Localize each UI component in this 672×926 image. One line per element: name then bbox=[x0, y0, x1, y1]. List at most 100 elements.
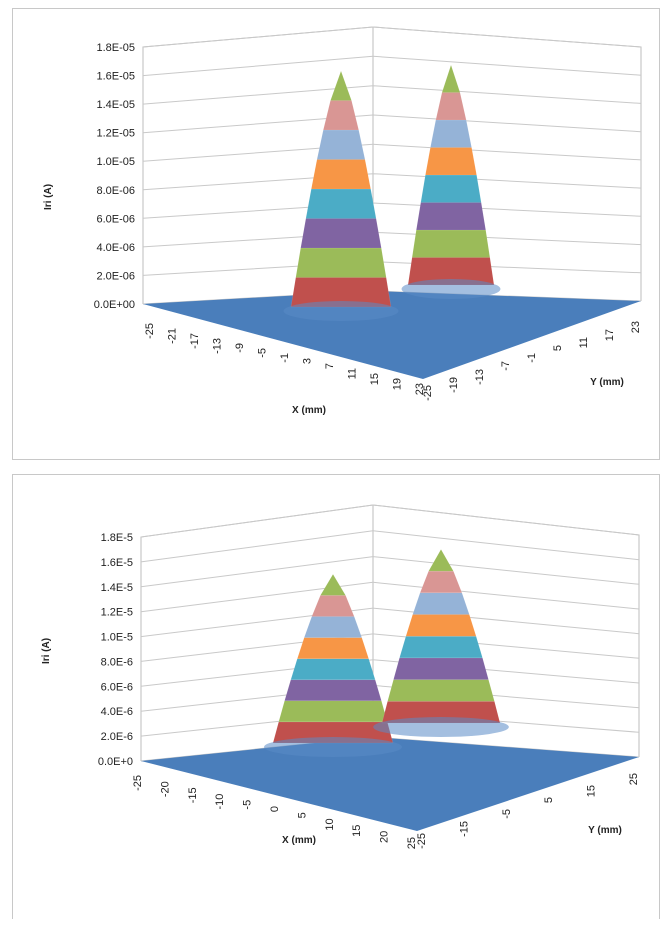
surface-band bbox=[435, 92, 467, 121]
x-tick-label: -1 bbox=[279, 353, 291, 363]
z-tick-label: 1.6E-5 bbox=[101, 557, 133, 569]
floor-surface bbox=[141, 737, 639, 831]
z-tick-label: 1.6E-05 bbox=[96, 71, 135, 83]
chart-panel-top: 0.0E+00 2.0E-06 4.0E-06 6.0E-06 8.0E-06 1.0E-… bbox=[12, 8, 660, 460]
surface-peaks bbox=[283, 64, 501, 321]
z-gridline bbox=[142, 114, 642, 134]
z-gridline bbox=[142, 55, 642, 77]
surface-band bbox=[412, 592, 470, 615]
z-tick-label: 8.0E-06 bbox=[96, 185, 135, 197]
z-gridline bbox=[142, 261, 642, 276]
surface-band bbox=[296, 637, 370, 659]
y-tick-label: 17 bbox=[604, 329, 616, 341]
surface-band bbox=[420, 174, 482, 203]
x-tick-labels: -25 -20 -15 -10 -5 0 5 10 15 20 25 bbox=[132, 775, 418, 849]
x-tick-label: 10 bbox=[324, 818, 336, 830]
surface-band bbox=[311, 595, 355, 617]
surface-chart-top: 0.0E+00 2.0E-06 4.0E-06 6.0E-06 8.0E-06 1.0E-… bbox=[43, 26, 642, 416]
z-tick-label: 2.0E-6 bbox=[101, 731, 133, 743]
surface-chart-bottom: 0.0E+0 2.0E-6 4.0E-6 6.0E-6 8.0E-6 1.0E-5 1.2E… bbox=[41, 504, 640, 849]
x-tick-label: 15 bbox=[369, 373, 381, 385]
surface-band bbox=[316, 129, 366, 160]
x-tick-label: -21 bbox=[167, 328, 179, 344]
surface-band bbox=[303, 616, 363, 638]
z-gridline bbox=[142, 231, 642, 248]
x-tick-label: 20 bbox=[379, 831, 391, 843]
y-tick-label: -1 bbox=[526, 353, 538, 363]
y-tick-label: 25 bbox=[628, 773, 640, 785]
z-gridline bbox=[140, 659, 640, 687]
surface-band bbox=[425, 147, 477, 176]
x-tick-label: 25 bbox=[406, 837, 418, 849]
z-tick-label: 6.0E-06 bbox=[96, 213, 135, 225]
surface-band bbox=[405, 614, 477, 637]
z-gridline bbox=[140, 556, 640, 588]
z-tick-label: 1.0E-05 bbox=[96, 156, 135, 168]
y-tick-label: -19 bbox=[448, 377, 460, 393]
x-tick-label: 15 bbox=[351, 825, 363, 837]
z-tick-label: 1.8E-05 bbox=[96, 42, 135, 54]
surface-skirt bbox=[264, 737, 402, 757]
z-gridline bbox=[142, 202, 642, 219]
floor-surface bbox=[143, 291, 641, 379]
x-tick-label: -20 bbox=[159, 781, 171, 797]
surface-band bbox=[430, 119, 472, 148]
x-tick-label: -5 bbox=[242, 800, 254, 810]
surface-skirt bbox=[401, 279, 501, 299]
x-tick-label: 3 bbox=[302, 358, 314, 364]
x-tick-label: -15 bbox=[187, 787, 199, 803]
y-axis-title: Y (mm) bbox=[588, 825, 622, 836]
z-tick-label: 4.0E-06 bbox=[96, 242, 135, 254]
z-tick-label: 1.2E-5 bbox=[101, 607, 133, 619]
y-tick-labels: -25 -19 -13 -7 -1 5 11 17 23 bbox=[422, 321, 642, 401]
z-tick-label: 0.0E+00 bbox=[94, 299, 135, 311]
y-tick-label: -13 bbox=[474, 369, 486, 385]
surface-band bbox=[319, 573, 347, 596]
surface-skirt bbox=[283, 301, 399, 321]
chart-floor bbox=[143, 291, 641, 379]
surface-skirt bbox=[373, 717, 509, 737]
y-tick-label: -7 bbox=[500, 361, 512, 371]
z-tick-label: 1.0E-5 bbox=[101, 632, 133, 644]
x-tick-label: 0 bbox=[269, 806, 281, 812]
z-tick-label: 6.0E-6 bbox=[101, 681, 133, 693]
chart-panel-bottom: 0.0E+0 2.0E-6 4.0E-6 6.0E-6 8.0E-6 1.0E-5 1.2E… bbox=[12, 474, 660, 919]
surface-band bbox=[305, 188, 377, 219]
y-tick-label: 5 bbox=[543, 797, 555, 803]
x-tick-label: -13 bbox=[212, 338, 224, 354]
surface-band bbox=[322, 100, 360, 131]
z-tick-label: 2.0E-06 bbox=[96, 270, 135, 282]
z-gridline bbox=[140, 504, 640, 538]
y-tick-labels: -25 -15 -5 5 15 25 bbox=[416, 773, 640, 849]
z-tick-label: 0.0E+0 bbox=[98, 756, 133, 768]
y-tick-label: -5 bbox=[501, 809, 513, 819]
z-gridline bbox=[142, 85, 642, 105]
x-tick-label: 23 bbox=[414, 383, 426, 395]
x-tick-label: -25 bbox=[132, 775, 144, 791]
surface-band bbox=[278, 700, 388, 723]
x-tick-label: -5 bbox=[257, 348, 269, 358]
z-gridlines bbox=[142, 26, 642, 305]
surface-band bbox=[416, 202, 486, 231]
x-axis-title: X (mm) bbox=[292, 405, 326, 416]
z-gridlines bbox=[140, 504, 640, 762]
surface-band bbox=[441, 64, 461, 93]
z-gridline bbox=[142, 26, 642, 48]
surface-band bbox=[428, 548, 454, 572]
surface-band bbox=[399, 635, 483, 659]
z-tick-labels: 0.0E+00 2.0E-06 4.0E-06 6.0E-06 8.0E-06 1.0E-… bbox=[94, 42, 135, 311]
y-tick-label: 23 bbox=[630, 321, 642, 333]
surface-band bbox=[310, 159, 372, 190]
z-axis-title: Iri (A) bbox=[41, 638, 52, 664]
surface-band bbox=[300, 218, 382, 249]
surface-band bbox=[284, 679, 382, 702]
surface-band bbox=[411, 229, 491, 258]
z-tick-label: 8.0E-6 bbox=[101, 656, 133, 668]
surface-band bbox=[393, 657, 489, 680]
x-tick-label: 7 bbox=[324, 363, 336, 369]
x-tick-label: 19 bbox=[392, 378, 404, 390]
surface-band bbox=[330, 70, 352, 101]
z-tick-label: 1.4E-05 bbox=[96, 99, 135, 111]
z-tick-label: 4.0E-6 bbox=[101, 706, 133, 718]
